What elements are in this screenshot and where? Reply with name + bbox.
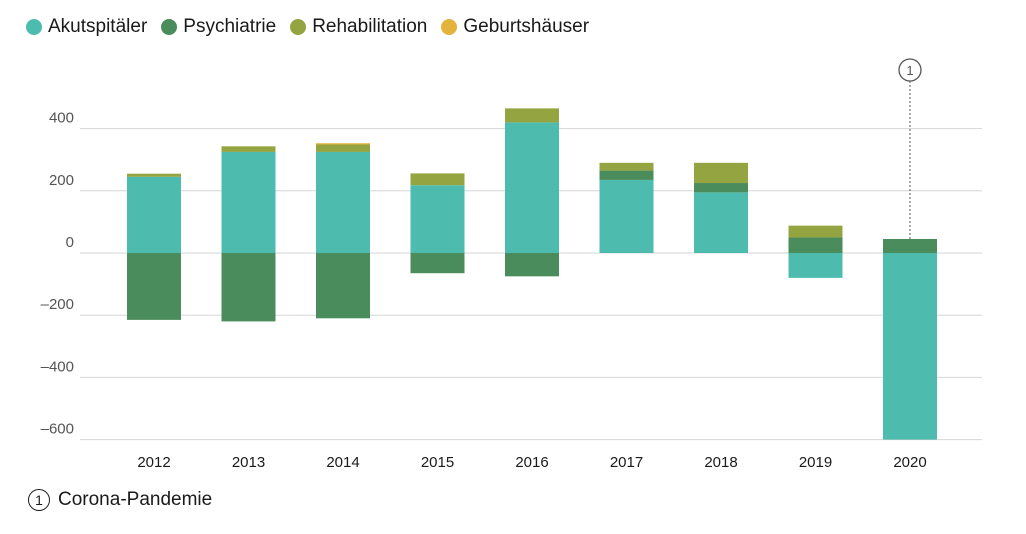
bar-2012-series-0 [127,176,181,253]
bar-2013-series-2 [221,146,276,152]
bar-2015-series-0 [410,185,465,253]
bar-2015-series-2 [410,173,465,186]
bar-2017-series-1 [599,170,654,180]
y-tick-label: 200 [49,172,74,189]
bar-2017-series-0 [599,179,654,253]
annotation-marker: 1 [906,63,913,78]
legend-swatch [161,19,178,35]
bar-2014-series-3 [316,143,370,145]
annotation-circle [898,58,922,82]
bar-2013-series-1 [221,253,276,322]
footnote: 1 Corona-Pandemie [28,489,212,511]
bar-2020-series-0 [883,253,937,440]
bar-2014-series-0 [316,151,370,253]
legend-swatch [26,19,42,35]
legend-item-2: Rehabilitation [290,16,427,38]
x-tick-label: 2016 [515,454,548,471]
legend-item-3: Geburtshäuser [441,16,589,38]
legend-swatch [290,19,307,35]
legend-label: Geburtshäuser [463,16,590,37]
bar-2012-series-2 [127,173,181,177]
x-tick-label: 2017 [610,454,643,471]
bar-2019-series-2 [788,225,843,238]
bar-2020-series-1 [883,239,937,253]
bar-2013-series-0 [221,151,276,253]
bar-2019-series-1 [788,237,843,253]
x-tick-label: 2012 [137,454,170,471]
y-tick-label: –400 [41,358,74,375]
bar-2014-series-2 [316,144,370,152]
y-tick-label: –200 [41,296,74,313]
footnote-text: Corona-Pandemie [58,489,213,510]
legend-item-0: Akutspitäler [26,16,147,38]
y-tick-label: 400 [49,110,74,127]
bar-2016-series-2 [505,108,559,123]
x-tick-label: 2013 [232,454,265,471]
bar-2018-series-0 [694,192,748,253]
bar-2016-series-0 [505,122,559,253]
x-tick-label: 2014 [326,454,359,471]
legend-label: Psychiatrie [183,16,277,37]
bar-2018-series-1 [694,183,748,193]
footnote-marker: 1 [28,489,50,511]
legend-label: Akutspitäler [48,16,148,37]
legend-swatch [441,19,458,35]
bar-2019-series-0 [788,253,843,278]
x-tick-label: 2019 [799,454,832,471]
bar-2017-series-2 [599,162,654,171]
bar-2014-series-1 [316,253,370,319]
x-tick-label: 2015 [421,454,454,471]
y-tick-label: 0 [66,234,74,251]
y-tick-label: –600 [41,421,74,438]
bar-2012-series-1 [127,253,181,320]
bar-2016-series-1 [505,253,559,277]
legend-label: Rehabilitation [312,16,428,37]
legend-item-1: Psychiatrie [161,16,276,38]
x-tick-label: 2020 [893,454,926,471]
bar-2018-series-2 [694,162,748,184]
bar-2015-series-1 [410,253,465,274]
x-tick-label: 2018 [704,454,737,471]
legend: Akutspitäler Psychiatrie Rehabilitation Geb… [26,16,593,38]
